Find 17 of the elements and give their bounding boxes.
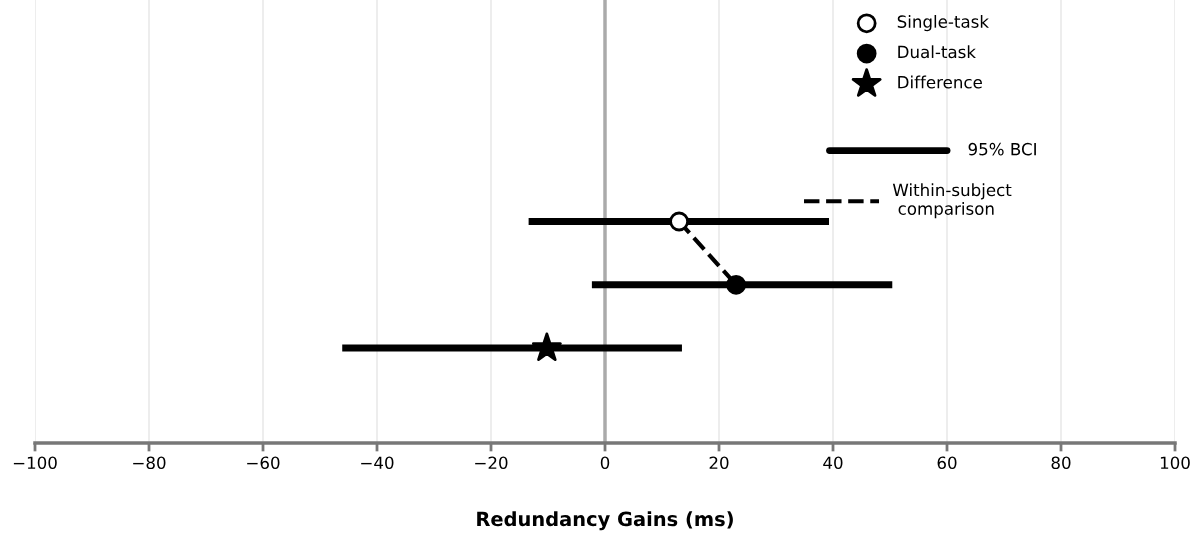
x-tick-label: −40	[361, 456, 394, 470]
legend-label: Within-subject comparison	[892, 183, 1012, 219]
legend-label: Difference	[898, 75, 982, 89]
legend-label: Dual-task	[898, 45, 976, 59]
x-axis-title: Redundancy Gains (ms)	[477, 511, 733, 531]
x-tick-label: 60	[937, 456, 957, 470]
x-tick-label: −80	[133, 456, 166, 470]
x-tick-label: 40	[823, 456, 843, 470]
x-tick-label: −60	[247, 456, 280, 470]
annotation: 95% BCI	[968, 142, 1036, 156]
x-tick-label: 100	[1160, 456, 1190, 470]
legend-label: Single-task	[897, 15, 989, 32]
x-tick-label: 80	[1051, 456, 1071, 470]
x-tick-label: −20	[475, 456, 508, 470]
x-tick-label: −100	[13, 456, 57, 470]
x-tick-label: 20	[709, 456, 729, 470]
x-tick-label: 0	[600, 456, 610, 470]
